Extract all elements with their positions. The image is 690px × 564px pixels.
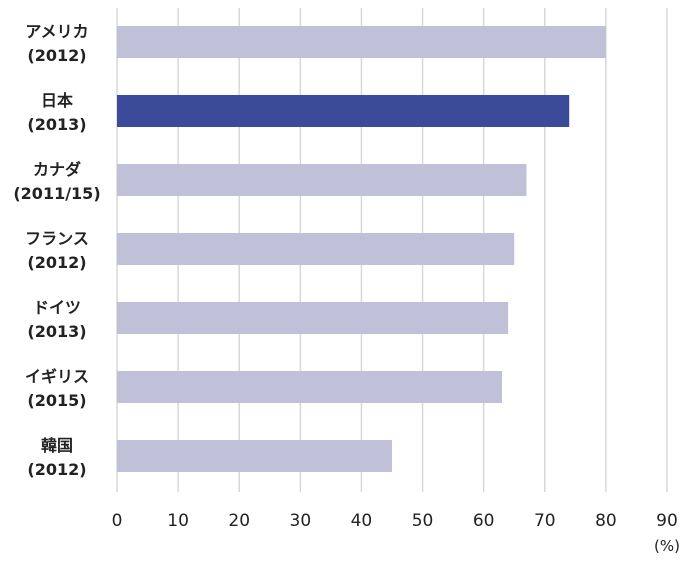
bar [117, 164, 527, 196]
category-name: フランス [25, 229, 89, 248]
category-name: カナダ [33, 160, 81, 179]
x-tick-label: 60 [473, 511, 495, 531]
x-tick-label: 40 [351, 511, 373, 531]
x-axis-ticks: 0 10 20 30 40 50 60 70 80 90 [112, 511, 678, 531]
category-year: (2011/15) [13, 184, 100, 203]
x-tick-label: 30 [290, 511, 312, 531]
bar [117, 26, 606, 58]
category-year: (2012) [27, 46, 86, 65]
bars [117, 26, 606, 472]
bar [117, 233, 515, 265]
x-tick-label: 50 [412, 511, 434, 531]
x-tick-label: 70 [534, 511, 556, 531]
bar [117, 440, 392, 472]
category-name: ドイツ [33, 298, 81, 317]
category-year: (2012) [27, 253, 86, 272]
category-name: 日本 [41, 91, 73, 110]
x-tick-label: 80 [595, 511, 617, 531]
category-year: (2013) [27, 115, 86, 134]
bar [117, 371, 502, 403]
category-name: イギリス [25, 367, 89, 386]
unit-label: (%) [654, 537, 680, 555]
category-year: (2012) [27, 460, 86, 479]
x-tick-label: 20 [228, 511, 250, 531]
category-name: アメリカ [25, 22, 88, 41]
bar [117, 95, 570, 127]
x-tick-label: 0 [112, 511, 123, 531]
category-year: (2013) [27, 322, 86, 341]
category-labels: アメリカ (2012) 日本 (2013) カナダ (2011/15) フランス (2012)… [13, 22, 100, 479]
x-tick-label: 10 [167, 511, 189, 531]
x-tick-label: 90 [656, 511, 678, 531]
category-name: 韓国 [41, 436, 73, 455]
category-year: (2015) [27, 391, 86, 410]
bar [117, 302, 509, 334]
